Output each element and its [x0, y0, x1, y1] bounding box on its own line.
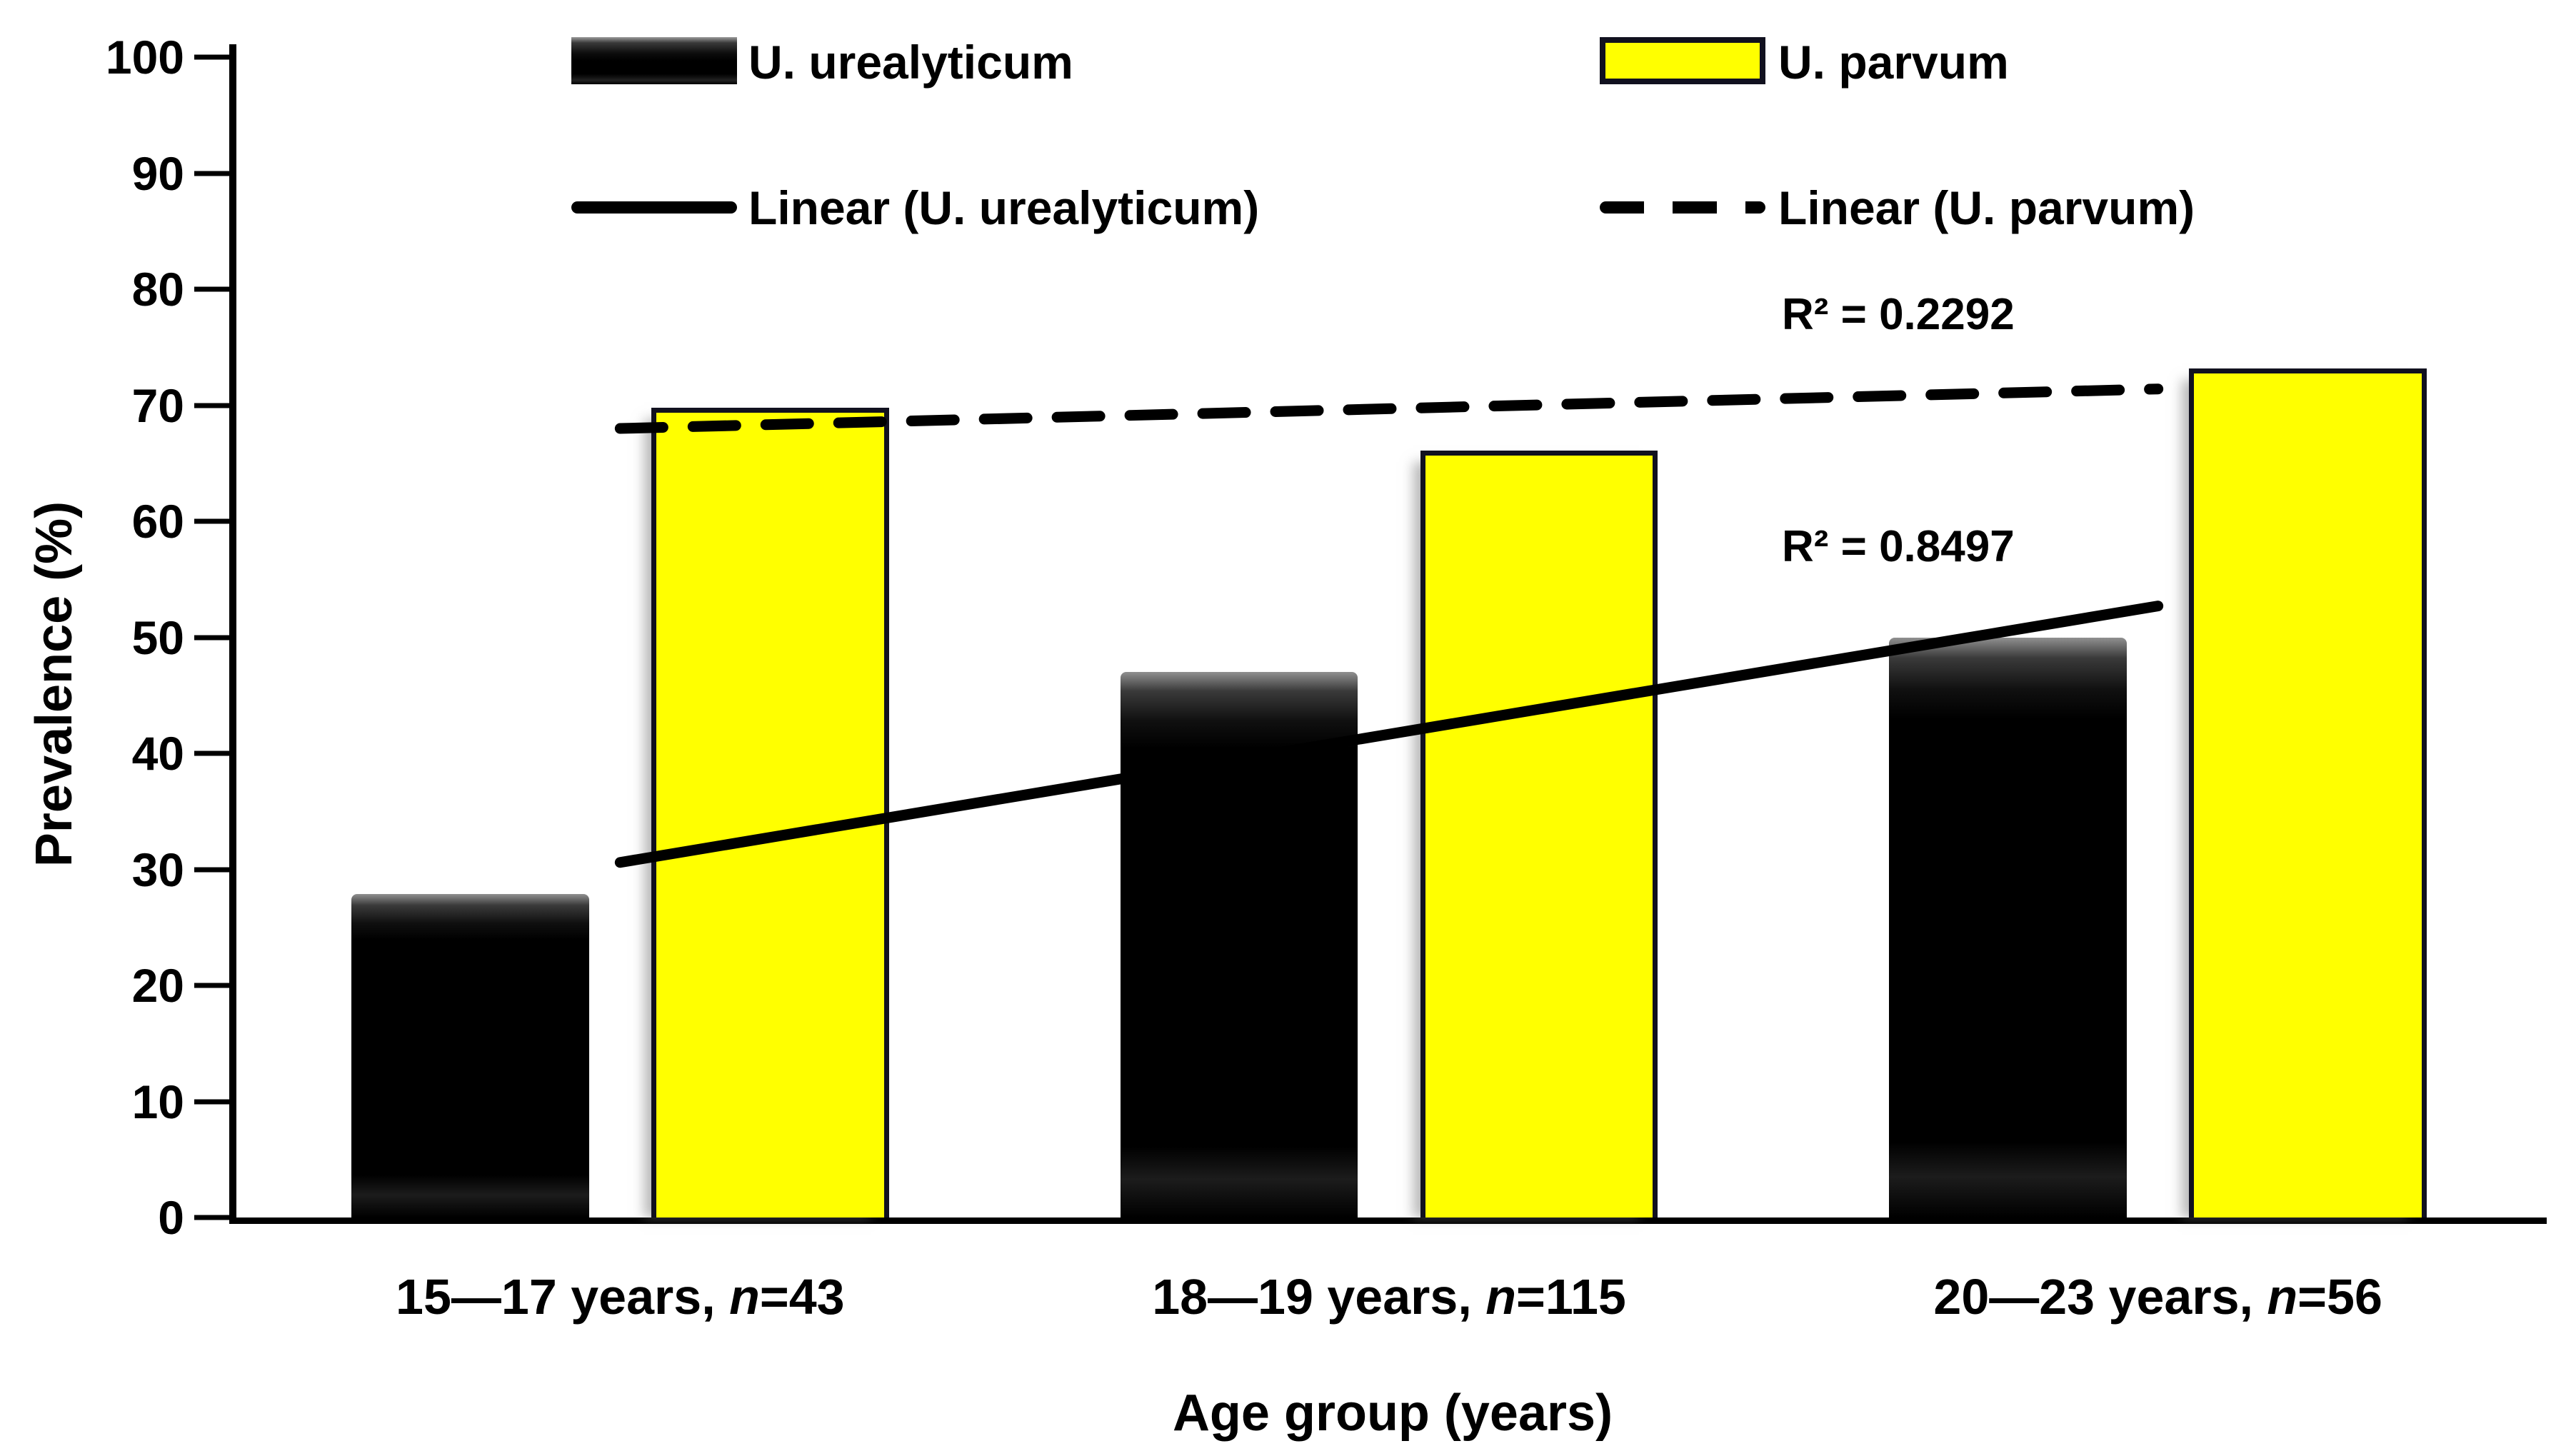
y-tick-label: 60: [131, 495, 184, 548]
bar-urealyticum-group-1: [351, 893, 589, 1217]
bar-parvum-group-3: [2189, 368, 2427, 1217]
y-tick-label: 20: [131, 959, 184, 1012]
x-label-text: 15—17 years,: [396, 1269, 730, 1325]
y-axis-tick: [194, 635, 230, 640]
y-tick-label: 30: [131, 843, 184, 896]
y-axis-tick: [194, 1099, 230, 1104]
y-axis-tick: [194, 54, 230, 60]
r-squared-urealyticum: R² = 0.8497: [1782, 522, 2015, 571]
r-squared-parvum: R² = 0.2292: [1782, 290, 2015, 339]
y-axis-tick: [194, 1215, 230, 1220]
y-tick-label: 50: [131, 611, 184, 664]
legend-swatch-urealyticum: [571, 37, 737, 84]
x-label-n-count: =43: [759, 1269, 845, 1325]
y-axis-tick: [194, 171, 230, 176]
legend-swatch-linear-parvum: [1600, 201, 1765, 214]
x-label-group-2: 18—19 years, n=115: [1152, 1270, 1626, 1325]
x-label-n-count: =115: [1515, 1269, 1626, 1325]
y-axis-title: Prevalence (%): [26, 501, 83, 868]
y-axis-tick: [194, 983, 230, 988]
legend-swatch-parvum: [1600, 37, 1765, 84]
plot-area: R² = 0.2292 R² = 0.8497 0 10 20 30 40 50 60 70 8…: [106, 34, 2542, 1241]
x-label-n-italic: n: [729, 1269, 760, 1325]
legend-label-urealyticum: U. urealyticum: [748, 36, 1073, 89]
legend-label-linear-urealyticum: Linear (U. urealyticum): [748, 181, 1260, 234]
trendlines-layer: [614, 383, 2164, 868]
x-label-n-italic: n: [2267, 1269, 2298, 1325]
x-category-labels: 15—17 years, n=43 18—19 years, n=115 20—…: [236, 1270, 2542, 1341]
y-axis-tick: [194, 403, 230, 408]
y-axis-tick: [194, 286, 230, 292]
y-tick-label: 70: [131, 378, 184, 432]
legend-label-linear-parvum: Linear (U. parvum): [1778, 181, 2195, 234]
x-label-group-1: 15—17 years, n=43: [396, 1270, 845, 1325]
bar-parvum-group-2: [1420, 450, 1658, 1217]
y-tick-label: 10: [131, 1075, 184, 1128]
trendline-parvum-dashed: [614, 383, 2164, 434]
y-tick-label: 80: [131, 263, 184, 316]
x-axis-title: Age group (years): [1172, 1385, 1613, 1442]
legend-swatch-linear-urealyticum: [571, 201, 737, 214]
y-tick-label: 0: [158, 1191, 184, 1244]
x-label-n-italic: n: [1485, 1269, 1516, 1325]
x-axis-line: [229, 1217, 2547, 1224]
x-label-n-count: =56: [2297, 1269, 2382, 1325]
y-axis-tick: [194, 750, 230, 756]
trendline-urealyticum-solid: [614, 601, 2164, 868]
bar-parvum-group-1: [651, 407, 889, 1217]
y-axis-tick: [194, 518, 230, 524]
x-label-group-3: 20—23 years, n=56: [1933, 1270, 2382, 1325]
legend-label-parvum: U. parvum: [1778, 36, 2009, 89]
x-label-text: 20—23 years,: [1933, 1269, 2267, 1325]
y-tick-label: 90: [131, 146, 184, 200]
y-tick-label: 40: [131, 727, 184, 780]
y-axis-tick: [194, 867, 230, 872]
y-axis-line: [229, 44, 236, 1224]
x-label-text: 18—19 years,: [1152, 1269, 1486, 1325]
bar-urealyticum-group-3: [1889, 637, 2127, 1217]
y-tick-label: 100: [105, 31, 184, 84]
